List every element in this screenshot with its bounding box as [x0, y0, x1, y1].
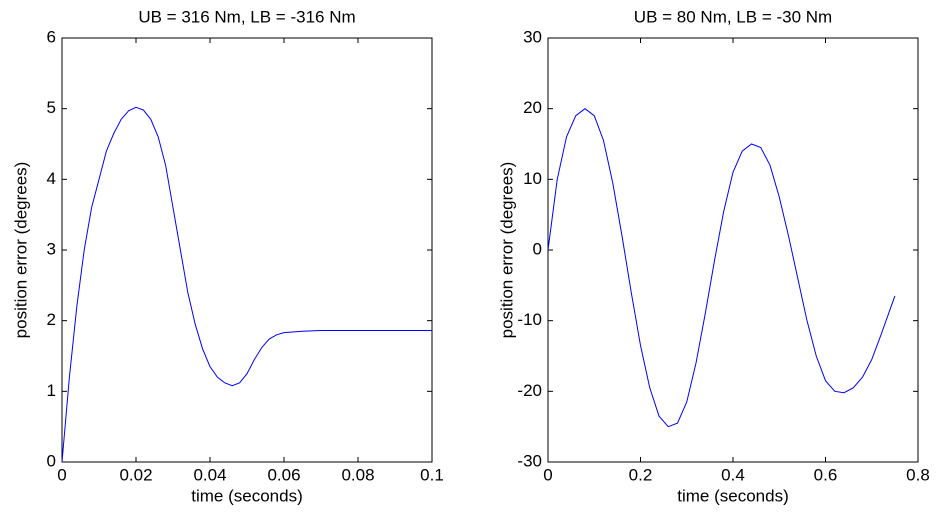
x-axis-label: time (seconds) [677, 486, 788, 505]
y-tick-label: -30 [517, 451, 542, 470]
x-tick-label: 0.6 [814, 465, 838, 484]
x-tick-label: 0.02 [119, 465, 152, 484]
data-line [61, 106, 432, 463]
y-axis-label: position error (degrees) [11, 162, 30, 339]
y-tick-label: 0 [533, 239, 542, 258]
y-tick-label: 10 [523, 169, 542, 188]
y-tick-label: 2 [47, 310, 56, 329]
y-tick-label: -20 [517, 381, 542, 400]
y-tick-label: 5 [47, 98, 56, 117]
plot-area [547, 37, 919, 463]
x-tick-label: 0.06 [267, 465, 300, 484]
x-tick-label: 0.8 [906, 465, 930, 484]
x-tick-label: 0 [543, 465, 552, 484]
x-tick-label: 0.4 [721, 465, 745, 484]
y-tick-label: 30 [523, 27, 542, 46]
data-line [547, 108, 896, 428]
y-tick-label: 4 [47, 169, 56, 188]
chart-title: UB = 80 Nm, LB = -30 Nm [634, 7, 832, 26]
y-tick-label: 3 [47, 239, 56, 258]
y-tick-label: 1 [47, 381, 56, 400]
y-tick-label: 20 [523, 98, 542, 117]
y-tick-label: 6 [47, 27, 56, 46]
y-axis-label: position error (degrees) [497, 162, 516, 339]
x-tick-label: 0.1 [420, 465, 444, 484]
x-axis-label: time (seconds) [191, 486, 302, 505]
x-tick-label: 0 [57, 465, 66, 484]
chart-title: UB = 316 Nm, LB = -316 Nm [138, 7, 355, 26]
y-tick-label: 0 [47, 451, 56, 470]
x-tick-label: 0.2 [629, 465, 653, 484]
x-tick-label: 0.08 [341, 465, 374, 484]
plot-area [61, 37, 433, 463]
y-tick-label: -10 [517, 310, 542, 329]
x-tick-label: 0.04 [193, 465, 226, 484]
